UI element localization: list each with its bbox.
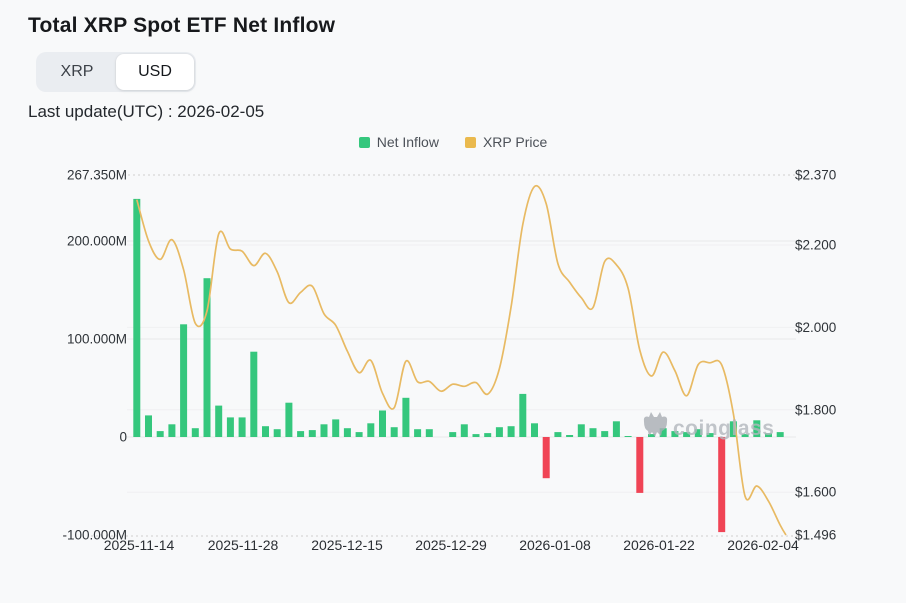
net-inflow-bar[interactable]	[425, 429, 433, 437]
left-axis-tick: 0	[119, 430, 127, 445]
net-inflow-bar[interactable]	[671, 431, 679, 437]
net-inflow-bar[interactable]	[472, 434, 480, 437]
net-inflow-bar[interactable]	[542, 437, 550, 479]
net-inflow-bar[interactable]	[589, 428, 597, 437]
net-inflow-bar[interactable]	[343, 428, 351, 437]
net-inflow-bar[interactable]	[741, 434, 749, 437]
net-inflow-bar[interactable]	[577, 424, 585, 437]
net-inflow-bar[interactable]	[191, 428, 199, 437]
x-axis-date-label: 2026-02-04	[727, 537, 799, 553]
net-inflow-bar[interactable]	[449, 432, 457, 437]
net-inflow-bar[interactable]	[566, 435, 574, 437]
net-inflow-bar[interactable]	[694, 429, 702, 437]
net-inflow-swatch-icon	[358, 136, 370, 148]
x-axis-date-label: 2025-12-15	[311, 537, 383, 553]
net-inflow-bar[interactable]	[601, 431, 609, 437]
legend-item-xrp-price[interactable]: XRP Price	[464, 134, 548, 150]
net-inflow-bar[interactable]	[460, 424, 468, 437]
net-inflow-bar[interactable]	[297, 431, 305, 437]
net-inflow-bar[interactable]	[776, 432, 784, 437]
net-inflow-bar[interactable]	[683, 432, 691, 437]
net-inflow-bar[interactable]	[753, 420, 761, 437]
page-title: Total XRP Spot ETF Net Inflow	[28, 14, 336, 37]
right-axis-tick: $2.200	[795, 238, 836, 253]
right-axis-tick: $1.496	[795, 528, 836, 543]
net-inflow-bar[interactable]	[636, 437, 644, 493]
net-inflow-bar[interactable]	[226, 417, 234, 437]
net-inflow-bar[interactable]	[519, 393, 527, 437]
net-inflow-bar[interactable]	[355, 432, 363, 437]
legend-item-net-inflow[interactable]: Net Inflow	[358, 134, 439, 150]
net-inflow-bar[interactable]	[320, 424, 328, 437]
net-inflow-bar[interactable]	[203, 278, 211, 437]
net-inflow-bar[interactable]	[484, 433, 492, 437]
x-axis-date-label: 2026-01-08	[519, 537, 591, 553]
net-inflow-bar[interactable]	[133, 198, 141, 437]
chart-legend: Net Inflow XRP Price	[0, 134, 906, 150]
net-inflow-bar[interactable]	[168, 424, 176, 437]
net-inflow-bar[interactable]	[180, 324, 188, 437]
xrp-price-line[interactable]	[135, 184, 787, 536]
left-axis-tick: 267.350M	[67, 168, 127, 183]
net-inflow-bar[interactable]	[554, 432, 562, 437]
x-axis-date-label: 2026-01-22	[623, 537, 695, 553]
net-inflow-bar[interactable]	[414, 429, 422, 437]
net-inflow-bar[interactable]	[706, 433, 714, 437]
toggle-option-xrp[interactable]: XRP	[38, 54, 116, 90]
toggle-option-usd[interactable]: USD	[116, 54, 194, 90]
left-axis-tick: 200.000M	[67, 234, 127, 249]
net-inflow-bar[interactable]	[495, 427, 503, 437]
left-axis-tick: 100.000M	[67, 332, 127, 347]
net-inflow-bar[interactable]	[285, 402, 293, 437]
net-inflow-bar[interactable]	[273, 429, 281, 437]
net-inflow-bar[interactable]	[156, 431, 164, 437]
net-inflow-bar[interactable]	[402, 397, 410, 437]
net-inflow-bar[interactable]	[215, 405, 223, 437]
net-inflow-bar[interactable]	[765, 433, 772, 437]
net-inflow-bar[interactable]	[507, 426, 515, 437]
x-axis-date-label: 2025-11-14	[104, 537, 175, 553]
net-inflow-bar[interactable]	[238, 417, 246, 437]
right-axis-tick: $2.370	[795, 168, 836, 183]
net-inflow-bar[interactable]	[659, 428, 667, 437]
net-inflow-bar[interactable]	[718, 437, 726, 533]
net-inflow-bar[interactable]	[648, 434, 655, 437]
net-inflow-bar[interactable]	[367, 423, 375, 437]
currency-toggle: XRP USD	[36, 52, 196, 92]
last-update-label: Last update(UTC) : 2026-02-05	[28, 102, 265, 121]
net-inflow-bar[interactable]	[250, 351, 258, 437]
net-inflow-bar[interactable]	[531, 423, 538, 437]
net-inflow-bar[interactable]	[390, 427, 398, 437]
x-axis-date-label: 2025-12-29	[415, 537, 487, 553]
left-axis-tick: -100.000M	[62, 528, 127, 543]
net-inflow-bar[interactable]	[145, 415, 152, 437]
x-axis-date-label: 2025-11-28	[208, 537, 279, 553]
right-axis-tick: $1.600	[795, 485, 836, 500]
net-inflow-bar[interactable]	[308, 430, 316, 437]
right-axis-tick: $1.800	[795, 402, 836, 417]
xrp-price-swatch-icon	[464, 136, 476, 148]
net-inflow-bar[interactable]	[379, 410, 386, 438]
net-inflow-bar[interactable]	[262, 426, 269, 437]
net-inflow-bar[interactable]	[624, 436, 632, 437]
legend-label-xrp-price: XRP Price	[482, 134, 548, 150]
net-inflow-bar[interactable]	[729, 421, 737, 437]
net-inflow-bar[interactable]	[612, 421, 620, 437]
right-axis-tick: $2.000	[795, 320, 836, 335]
legend-label-net-inflow: Net Inflow	[376, 134, 439, 150]
net-inflow-bar[interactable]	[332, 419, 340, 437]
